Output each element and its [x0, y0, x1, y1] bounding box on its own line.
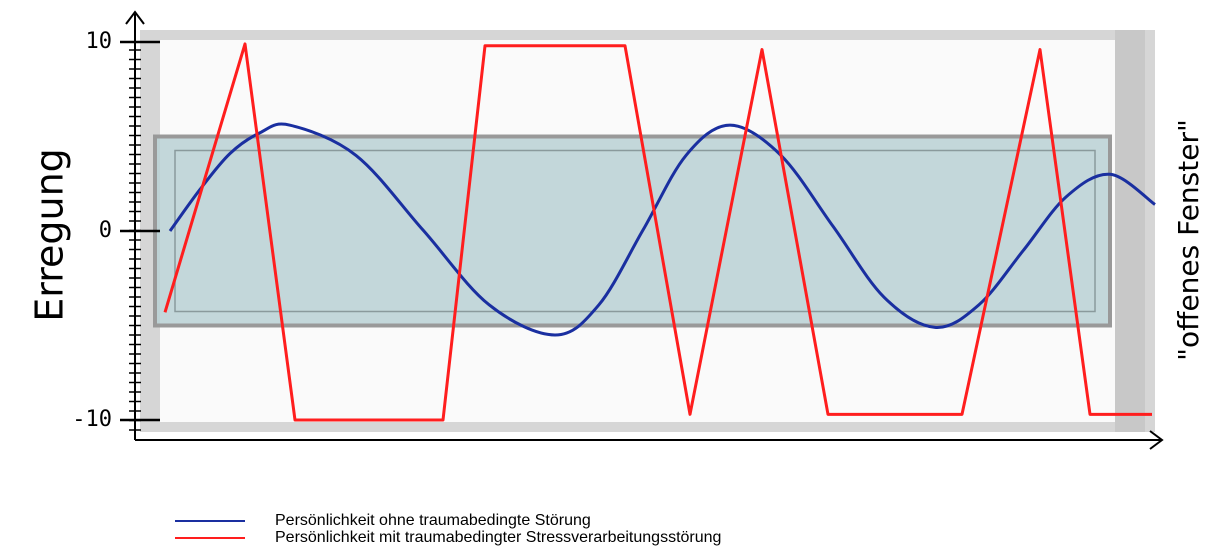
- legend-label: Persönlichkeit ohne traumabedingte Störu…: [275, 512, 591, 529]
- side-label: "offenes Fenster": [1172, 119, 1205, 361]
- y-tick-label: 10: [86, 29, 113, 54]
- window-inner: [174, 149, 1096, 313]
- y-arrow: [125, 10, 145, 25]
- right-bar: [1115, 30, 1145, 432]
- axes: [125, 10, 1164, 450]
- y-tick-label: 0: [99, 218, 112, 243]
- x-arrow: [1149, 430, 1164, 450]
- y-tick-label: -10: [72, 407, 112, 432]
- series-line: [163, 42, 1152, 422]
- series-line: [168, 122, 1156, 337]
- y-axis-label: Erregung: [28, 148, 72, 322]
- legend-label: Persönlichkeit mit traumabedingter Stres…: [275, 529, 721, 546]
- window-band: [153, 134, 1112, 328]
